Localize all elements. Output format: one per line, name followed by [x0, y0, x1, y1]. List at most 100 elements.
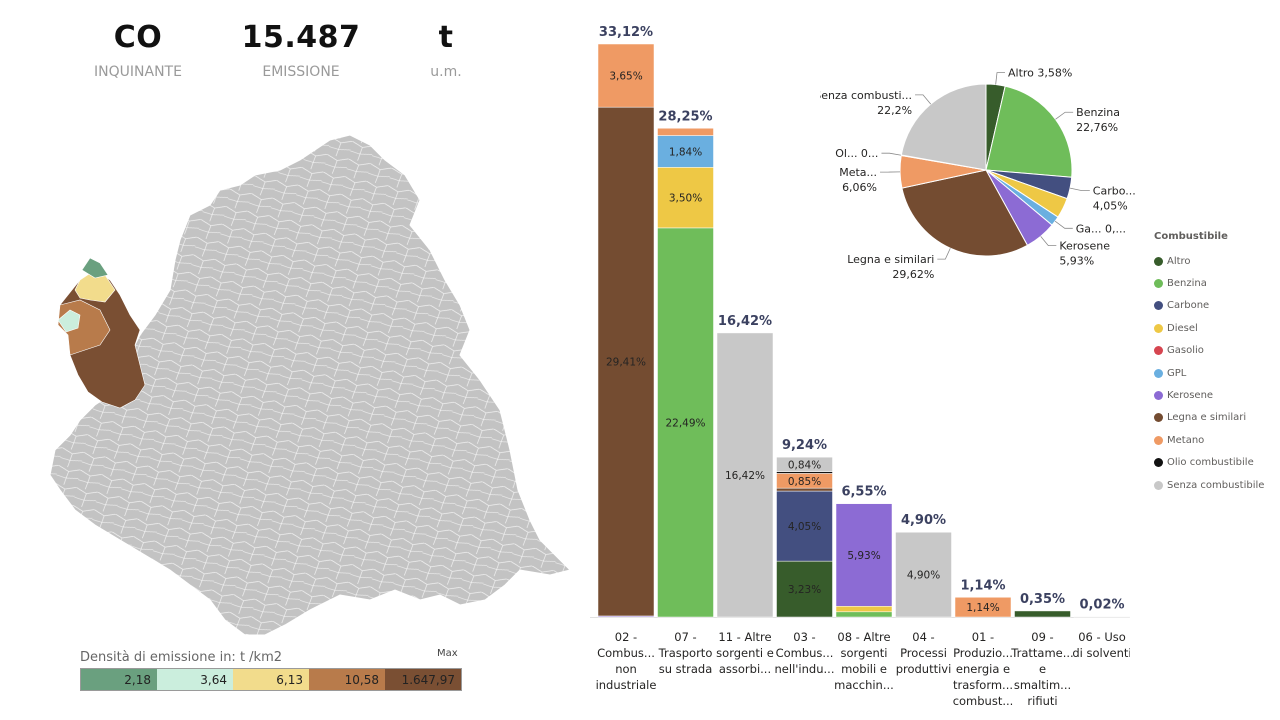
category-tick-label: Combus... [776, 646, 834, 660]
category-tick-label: combust... [953, 694, 1014, 708]
fuel-legend-item[interactable]: Legna e similari [1154, 407, 1264, 429]
bar-total-label: 28,25% [658, 109, 712, 124]
bar-total-label: 0,35% [1020, 592, 1065, 607]
bar-segment[interactable] [835, 611, 893, 618]
fuel-legend-item[interactable]: Carbone [1154, 295, 1264, 317]
bar-segment-label: 3,23% [788, 584, 821, 596]
fuel-legend-item[interactable]: Kerosene [1154, 384, 1264, 406]
category-tick-label: 02 - [615, 630, 637, 644]
fuel-legend-item[interactable]: GPL [1154, 362, 1264, 384]
category-tick-label: 01 - [972, 630, 994, 644]
bar-group[interactable]: 29,41% 3,65% 33,12% [597, 25, 655, 618]
bar-segment[interactable] [776, 456, 833, 472]
bar-segment[interactable] [835, 503, 893, 607]
bar-segment[interactable] [657, 167, 714, 229]
bar-total-label: 33,12% [599, 25, 653, 40]
bar-segment[interactable] [776, 560, 833, 618]
bar-segment-label: 16,42% [725, 470, 765, 482]
fuel-legend-item[interactable]: Gasolio [1154, 340, 1264, 362]
lombardy-map-svg[interactable] [40, 130, 580, 640]
pie-slice-label: Kerosene [1059, 240, 1110, 253]
pie-leader-line [915, 94, 932, 105]
map-area-verylow [57, 309, 81, 333]
pie-slice[interactable] [900, 83, 987, 171]
bar-group[interactable]: 0,35% [1014, 592, 1071, 618]
bar-segment[interactable] [1014, 610, 1071, 618]
pie-slice-label: Ol... 0... [835, 147, 878, 160]
bar-group[interactable]: 0,02% [1073, 598, 1130, 618]
category-tick-label: 06 - Uso [1078, 630, 1126, 644]
kpi-emission-value: 15.487 [241, 20, 361, 55]
legend-dot-icon [1154, 458, 1163, 468]
sector-stacked-bar-chart[interactable]: 29,41% 3,65% 33,12% 02 - Combus... non industr… [590, 10, 1130, 718]
legend-dot-icon [1154, 391, 1163, 401]
category-tick-label: Processi [900, 646, 947, 660]
category-tick-label: assorbi... [719, 662, 771, 676]
bar-segment[interactable] [835, 606, 893, 613]
fuel-legend-item[interactable]: Metano [1154, 429, 1264, 451]
fuel-pie-chart[interactable]: Altro 3,58% Benzina 22,76% Carbo... 4,05% Ga.… [820, 60, 1150, 290]
fuel-legend-item[interactable]: Senza combustibile [1154, 474, 1264, 496]
bar-segment[interactable] [657, 227, 714, 618]
pie-leader-line [881, 152, 902, 156]
pie-leader-line [1069, 187, 1090, 192]
category-tick-label: mobili e [841, 662, 887, 676]
bar-segment[interactable] [895, 531, 952, 618]
bar-segment[interactable] [716, 332, 774, 618]
kpi-emission: 15.487 EMISSIONE [226, 20, 376, 80]
pie-slice-label: 22,2% [877, 104, 912, 117]
bar-group[interactable]: 3,23% 4,05% 0,85% 0,84% 9,24% [776, 438, 833, 618]
category-tick-label: produttivi [896, 662, 952, 676]
bar-group[interactable]: 22,49% 3,50% 1,84% 28,25% [657, 109, 714, 618]
pie-slice-label: 6,06% [842, 181, 877, 194]
legend-dot-icon [1154, 413, 1163, 423]
category-tick-label: di solventi [1072, 646, 1130, 660]
fuel-legend: Combustibile Altro Benzina Carbone Diesel Ga… [1154, 231, 1264, 496]
map-area-min [81, 257, 109, 279]
bar-total-label: 16,42% [718, 314, 772, 329]
bar-total-label: 9,24% [782, 438, 827, 453]
legend-dot-icon [1154, 323, 1163, 333]
fuel-legend-item[interactable]: Altro [1154, 250, 1264, 272]
bar-segment[interactable] [776, 471, 833, 474]
bar-segment[interactable] [776, 487, 833, 492]
bar-segment[interactable] [776, 490, 833, 562]
emission-density-map[interactable] [40, 130, 580, 640]
legend-bin-1: 3,64 [157, 669, 233, 690]
bar-group[interactable]: 16,42% 16,42% [716, 314, 774, 618]
pie-slice[interactable] [901, 169, 1029, 257]
category-tick-label: rifiuti [1027, 694, 1057, 708]
kpi-pollutant: CO INQUINANTE [63, 20, 213, 80]
bar-group[interactable]: 4,90% 4,90% [895, 513, 952, 618]
bar-total-label: 1,14% [960, 578, 1005, 593]
category-tick-label: 08 - Altre [837, 630, 890, 644]
bar-segment-label: 22,49% [665, 417, 705, 429]
legend-bin-0: 2,18 [81, 669, 157, 690]
fuel-legend-item[interactable]: Diesel [1154, 317, 1264, 339]
pie-slice-label: Legna e similari [847, 253, 934, 266]
bar-segment[interactable] [597, 43, 655, 108]
bar-segment-label: 4,05% [788, 521, 821, 533]
bar-group[interactable]: 1,14% 1,14% [954, 578, 1012, 618]
category-tick-label: sorgenti e [716, 646, 774, 660]
fuel-legend-item[interactable]: Benzina [1154, 272, 1264, 294]
legend-bin-2: 6,13 [233, 669, 309, 690]
kpi-unit: t u.m. [371, 20, 521, 80]
pie-leader-line [1054, 220, 1073, 229]
bar-segment[interactable] [657, 128, 714, 136]
fuel-legend-label: Altro [1167, 255, 1191, 267]
kpi-unit-label: u.m. [430, 64, 462, 80]
bar-group[interactable]: 5,93% 6,55% [835, 485, 893, 618]
pie-slice-label: Ga... 0,... [1076, 222, 1126, 235]
bar-segment[interactable] [1073, 616, 1130, 618]
category-tick-label: industriale [596, 678, 657, 692]
bar-segment-label: 1,84% [669, 146, 702, 158]
fuel-legend-label: Metano [1167, 434, 1205, 446]
legend-dot-icon [1154, 256, 1163, 266]
bar-segment[interactable] [597, 106, 655, 617]
bar-segment[interactable] [954, 597, 1012, 618]
legend-dot-icon [1154, 480, 1163, 490]
bar-segment[interactable] [657, 135, 714, 168]
fuel-legend-title: Combustibile [1154, 231, 1228, 242]
fuel-legend-item[interactable]: Olio combustibile [1154, 452, 1264, 474]
